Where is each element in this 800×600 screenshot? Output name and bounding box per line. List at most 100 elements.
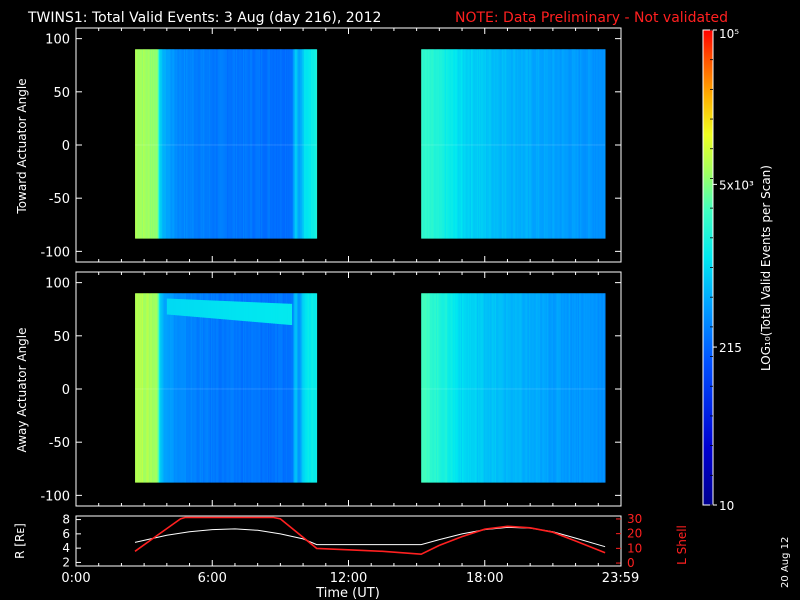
heatmap-column bbox=[460, 49, 463, 239]
heatmap-column bbox=[273, 293, 276, 483]
heatmap-column bbox=[547, 49, 549, 239]
orbit-lines bbox=[134, 516, 606, 556]
heatmap-column bbox=[530, 49, 532, 239]
heatmap-column bbox=[197, 293, 200, 483]
heatmap-column bbox=[556, 49, 558, 239]
heatmap-column bbox=[250, 49, 253, 239]
heatmap-column bbox=[492, 49, 495, 239]
heatmap-column bbox=[175, 49, 178, 239]
heatmap-column bbox=[140, 293, 143, 483]
heatmap-column bbox=[157, 49, 160, 239]
heatmap-column bbox=[501, 293, 504, 483]
heatmap-column bbox=[472, 49, 474, 239]
heatmap-column bbox=[526, 293, 529, 483]
heatmap-column bbox=[272, 293, 274, 483]
heatmap-column bbox=[466, 293, 469, 483]
heatmap-column bbox=[560, 293, 563, 483]
heatmap-column bbox=[473, 293, 475, 483]
lshell-tick-label: 20 bbox=[627, 527, 642, 541]
enhanced-band-segment bbox=[208, 300, 211, 319]
heatmap-column bbox=[265, 49, 268, 239]
heatmap-column bbox=[559, 49, 562, 239]
lshell-axis-label: L Shell bbox=[675, 525, 689, 565]
heatmap-column bbox=[171, 293, 173, 483]
heatmap-column bbox=[179, 49, 181, 239]
heatmap-column bbox=[469, 49, 472, 239]
heatmap-column bbox=[249, 49, 252, 239]
heatmap-column bbox=[512, 293, 514, 483]
heatmap-column bbox=[242, 49, 245, 239]
heatmap-column bbox=[242, 293, 245, 483]
heatmap-column bbox=[157, 293, 160, 483]
heatmap-column bbox=[525, 49, 528, 239]
heatmap-column bbox=[267, 49, 270, 239]
heatmap-column bbox=[245, 293, 247, 483]
heatmap-column bbox=[523, 293, 525, 483]
heatmap-column bbox=[230, 49, 232, 239]
heatmap-column bbox=[586, 49, 589, 239]
heatmap-column bbox=[429, 293, 431, 483]
heatmap-column bbox=[236, 49, 238, 239]
heatmap-column bbox=[546, 49, 548, 239]
heatmap-column bbox=[502, 49, 505, 239]
enhanced-band-segment bbox=[256, 302, 259, 323]
heatmap-column bbox=[139, 293, 142, 483]
heatmap-column bbox=[452, 49, 455, 239]
heatmap-column bbox=[490, 293, 492, 483]
colorbar-tick-label: 5x10³ bbox=[719, 178, 754, 192]
heatmap-column bbox=[574, 293, 576, 483]
heatmap-column bbox=[257, 293, 260, 483]
enhanced-band-segment bbox=[173, 298, 176, 316]
orbit-panel-frame bbox=[75, 515, 622, 567]
heatmap-column bbox=[555, 49, 557, 239]
heatmap-column bbox=[569, 293, 572, 483]
heatmap-column bbox=[568, 49, 571, 239]
heatmap-column bbox=[170, 293, 172, 483]
heatmap-column bbox=[178, 293, 180, 483]
away-y-axis: 100 50 0 -50 -100 bbox=[40, 272, 622, 506]
enhanced-band-segment bbox=[210, 300, 214, 319]
heatmap-column bbox=[303, 293, 305, 483]
heatmap-column bbox=[561, 293, 564, 483]
heatmap-column bbox=[581, 293, 583, 483]
y-tick-label: -50 bbox=[49, 436, 70, 451]
heatmap-column bbox=[264, 49, 267, 239]
heatmap-column bbox=[531, 293, 533, 483]
heatmap-column bbox=[571, 49, 573, 239]
heatmap-column bbox=[443, 293, 446, 483]
heatmap-column bbox=[138, 293, 140, 483]
heatmap-column bbox=[571, 293, 573, 483]
heatmap-column bbox=[270, 49, 272, 239]
heatmap-column bbox=[205, 293, 207, 483]
heatmap-column bbox=[294, 49, 296, 239]
enhanced-band-segment bbox=[175, 298, 178, 316]
heatmap-column bbox=[258, 49, 261, 239]
heatmap-column bbox=[498, 293, 500, 483]
enhanced-band-segment bbox=[168, 298, 172, 315]
heatmap-column bbox=[423, 293, 425, 483]
heatmap-column bbox=[214, 293, 217, 483]
heatmap-column bbox=[179, 293, 181, 483]
heatmap-column bbox=[203, 49, 205, 239]
heatmap-column bbox=[173, 293, 176, 483]
heatmap-column bbox=[514, 293, 516, 483]
heatmap-column bbox=[203, 293, 205, 483]
heatmap-column bbox=[278, 293, 280, 483]
heatmap-column bbox=[542, 49, 545, 239]
enhanced-band-segment bbox=[248, 302, 251, 322]
y-tick-label: 50 bbox=[53, 86, 70, 101]
heatmap-column bbox=[499, 293, 502, 483]
heatmap-column bbox=[427, 293, 430, 483]
heatmap-column bbox=[500, 49, 503, 239]
enhanced-band-segment bbox=[216, 300, 220, 319]
enhanced-band-segment bbox=[204, 300, 207, 318]
heatmap-column bbox=[485, 49, 488, 239]
heatmap-column bbox=[141, 49, 144, 239]
heatmap-column bbox=[521, 49, 523, 239]
heatmap-column bbox=[585, 49, 588, 239]
heatmap-column bbox=[300, 293, 303, 483]
enhanced-band-segment bbox=[181, 299, 184, 316]
heatmap-column bbox=[180, 49, 182, 239]
heatmap-column bbox=[532, 293, 534, 483]
heatmap-column bbox=[163, 293, 165, 483]
